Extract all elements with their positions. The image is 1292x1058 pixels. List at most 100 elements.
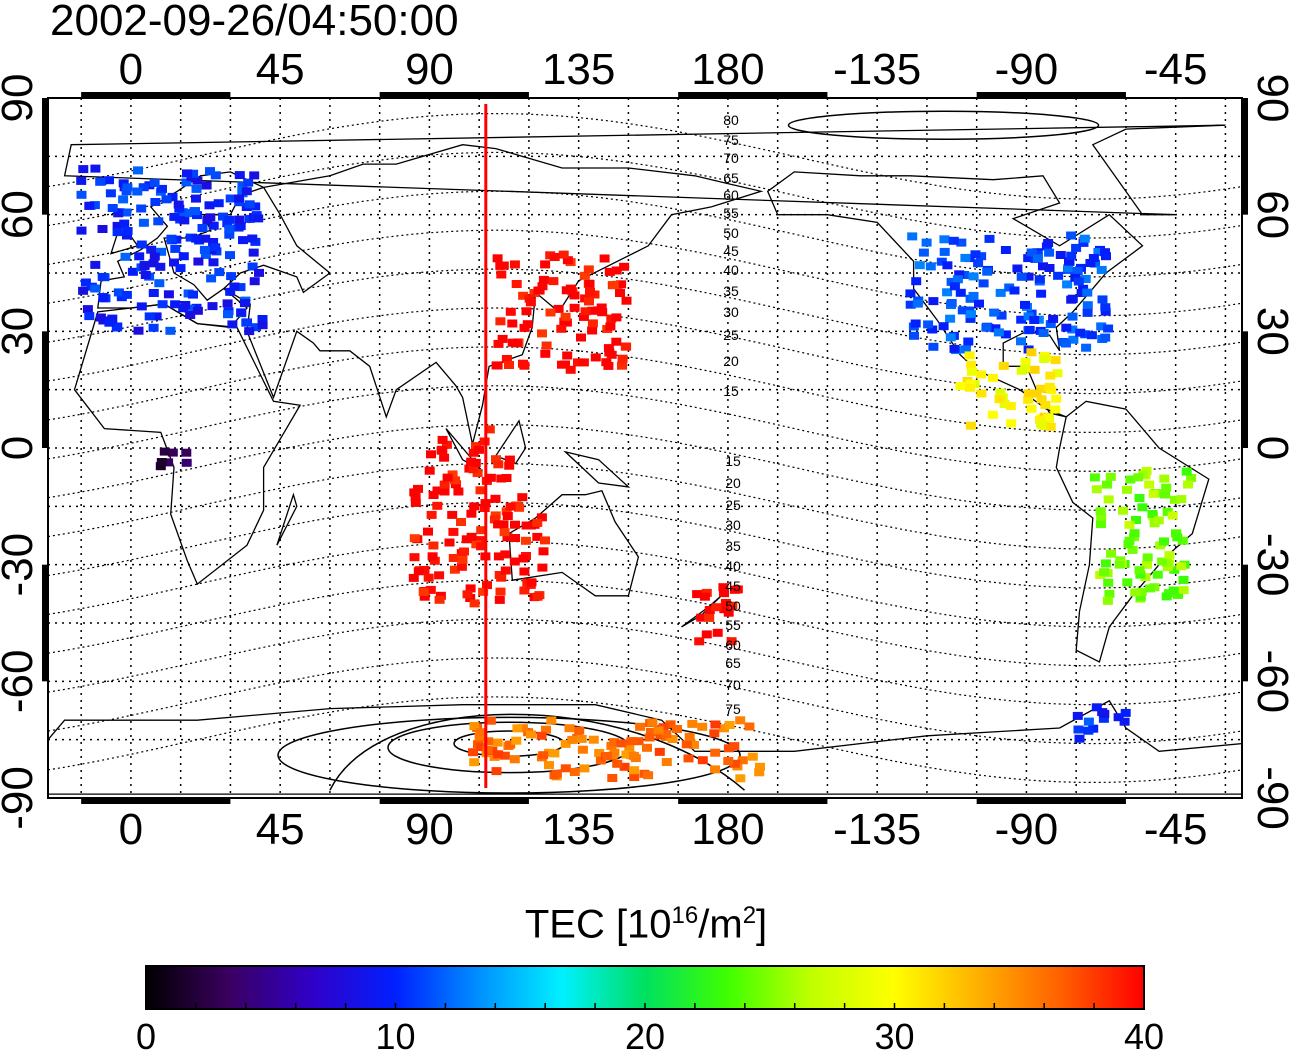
tec-cell <box>1072 711 1083 720</box>
tec-cell <box>704 606 715 614</box>
tec-cell <box>560 764 571 773</box>
tec-cell <box>1076 289 1087 297</box>
frame-bar-top <box>81 92 231 98</box>
tec-cell <box>444 538 455 547</box>
tec-cell <box>500 566 511 575</box>
left-tick-label: -30 <box>0 533 42 597</box>
tec-cell <box>174 204 185 213</box>
tec-cell <box>148 323 159 332</box>
tec-cell <box>587 326 598 335</box>
tec-cell <box>1016 366 1027 375</box>
tec-cell <box>611 313 622 322</box>
tec-cell <box>541 341 552 350</box>
tec-cell <box>423 573 434 582</box>
tec-cell <box>136 204 147 213</box>
tec-cell <box>181 458 192 467</box>
tec-cell <box>946 299 957 307</box>
right-tick-label: 90 <box>1248 74 1292 123</box>
tec-cell <box>532 592 543 601</box>
tec-cell <box>208 221 219 230</box>
tec-cell <box>574 726 585 735</box>
tec-cell <box>236 308 247 317</box>
right-tick-label: -90 <box>1248 766 1292 830</box>
tec-cell <box>1100 303 1111 312</box>
tec-cell <box>561 318 572 327</box>
tec-cell <box>409 488 420 497</box>
tec-cell <box>548 277 559 286</box>
tec-cell <box>494 571 505 579</box>
tec-cell <box>410 498 421 507</box>
tec-cell <box>525 298 536 307</box>
tec-cell <box>519 586 530 595</box>
tec-cell <box>1044 264 1055 272</box>
tec-cell <box>456 518 466 526</box>
tec-cell <box>727 601 738 610</box>
map-title: 2002-09-26/04:50:00 <box>50 0 459 45</box>
tec-cell <box>97 225 108 233</box>
tec-cell <box>564 724 575 733</box>
tec-data-cells <box>76 164 1197 783</box>
tec-cell <box>119 219 130 228</box>
tec-cell <box>148 259 159 268</box>
contour-label: 65 <box>725 655 741 671</box>
tec-cell <box>169 212 180 221</box>
tec-cell <box>735 774 746 783</box>
tec-cell <box>1032 254 1043 263</box>
tec-cell <box>587 306 598 315</box>
tec-cell <box>1088 254 1099 262</box>
tec-cell <box>560 739 571 748</box>
right-tick-label: -60 <box>1248 650 1292 714</box>
tec-cell <box>1083 717 1094 726</box>
tec-cell <box>122 231 132 240</box>
tec-cell <box>432 501 443 510</box>
tec-cell <box>466 457 477 466</box>
tec-cell <box>1016 315 1027 324</box>
tec-cell <box>1067 312 1078 321</box>
tec-cell <box>514 503 525 512</box>
tec-cell <box>687 719 698 728</box>
tec-cell <box>208 258 219 267</box>
contour-label: 45 <box>723 243 739 259</box>
axis-tick-labels: 0 45 90 135 180 -135 -90 -450 45 90 135 180 -135 -90-… <box>0 45 1292 854</box>
tec-cell <box>78 165 89 174</box>
tec-cell <box>224 224 235 233</box>
tec-cell <box>1097 295 1108 304</box>
tec-cell <box>483 737 494 746</box>
tec-cell <box>1169 565 1180 574</box>
tec-cell <box>609 738 620 747</box>
tec-cell <box>612 759 623 768</box>
tec-cell <box>974 299 984 308</box>
tec-cell <box>560 312 571 321</box>
frame-bar-left <box>42 331 48 448</box>
tec-cell <box>1186 474 1197 482</box>
tec-cell <box>704 613 715 622</box>
tec-cell <box>544 761 554 770</box>
tec-cell <box>976 389 987 398</box>
tec-cell <box>1029 365 1040 374</box>
tec-cell <box>159 447 170 456</box>
tec-cell <box>909 331 919 340</box>
tec-cell <box>165 326 176 335</box>
tec-cell <box>492 738 503 747</box>
tec-cell <box>495 317 506 326</box>
tec-cell <box>173 200 184 209</box>
tec-cell <box>489 515 500 524</box>
tec-cell <box>426 510 437 519</box>
tec-cell <box>1055 251 1066 259</box>
tec-cell <box>474 445 484 454</box>
tec-cell <box>1082 288 1093 297</box>
tec-cell <box>76 226 87 235</box>
tec-cell <box>78 286 89 295</box>
tec-cell <box>1026 348 1037 357</box>
tec-cell <box>1079 234 1090 243</box>
tec-cell <box>179 216 190 225</box>
tec-cell <box>1020 300 1030 309</box>
tec-cell <box>118 195 129 204</box>
coastline <box>97 171 266 329</box>
tec-cell <box>234 215 245 224</box>
tec-cell <box>646 728 656 736</box>
tec-cell <box>611 337 622 346</box>
tec-cell <box>617 361 627 370</box>
map-frame <box>42 92 1248 804</box>
